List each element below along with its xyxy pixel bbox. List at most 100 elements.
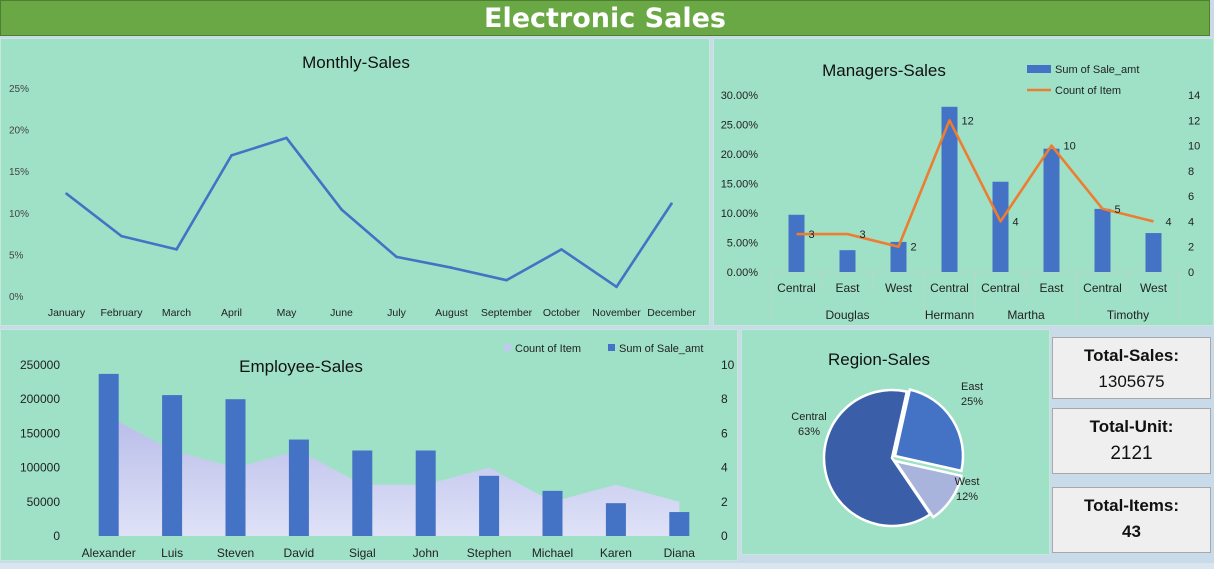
- bar-sales: [162, 395, 183, 536]
- x-tick-label: April: [221, 307, 242, 319]
- x-tick-label: June: [330, 307, 353, 319]
- kpi-total-sales: Total-Sales: 1305675: [1052, 337, 1211, 399]
- bar-sales: [98, 373, 119, 536]
- employee-sales-panel[interactable]: Employee-Sales Count of Item Sum of Sale_a…: [0, 329, 738, 561]
- y-left-tick-label: 25.00%: [721, 120, 759, 132]
- legend-label-count: Count of Item: [1055, 85, 1121, 97]
- bar-sales: [1094, 208, 1111, 272]
- x-tick-label: Sigal: [349, 546, 376, 560]
- data-point: [450, 266, 453, 270]
- monthly-sales-chart: Monthly-Sales 0% 5% 10% 15% 20% 25% January Febr…: [9, 53, 696, 319]
- y-right-tick-label: 2: [721, 495, 728, 509]
- y-left-tick-label: 5.00%: [727, 238, 758, 250]
- y-right-tick-label: 12: [1188, 115, 1200, 127]
- pie-slice-east: [893, 388, 965, 473]
- x-tick-label: January: [48, 307, 86, 319]
- legend-label-sales: Sum of Sale_amt: [1055, 64, 1139, 76]
- managers-sales-panel[interactable]: Managers-Sales Sum of Sale_amt Count of It…: [713, 38, 1214, 326]
- chart-title: Monthly-Sales: [302, 53, 410, 72]
- bar-sales: [788, 214, 805, 272]
- x-tick-label: February: [100, 307, 143, 319]
- x-tick-label: May: [277, 307, 298, 319]
- group-label: Hermann: [925, 308, 974, 322]
- pie-label-percent: 12%: [956, 491, 978, 503]
- data-point: [230, 154, 233, 157]
- pie-label-percent: 63%: [798, 426, 820, 438]
- y-left-tick-label: 0: [53, 529, 60, 543]
- x-tick-label: John: [413, 546, 439, 560]
- pie-label-name: Central: [791, 411, 826, 423]
- x-tick-label: November: [592, 307, 641, 319]
- kpi-total-unit-value: 2121: [1110, 443, 1153, 464]
- chart-title: Region-Sales: [828, 350, 930, 369]
- bar-sales: [288, 439, 309, 536]
- region-sales-panel[interactable]: Region-Sales Central 63% East 25% West 12%: [741, 329, 1050, 555]
- y-left-tick-label: 30.00%: [721, 90, 759, 102]
- pie-label-name: East: [961, 381, 983, 393]
- data-point: [505, 278, 508, 282]
- x-tick-label: East: [1039, 281, 1064, 295]
- x-tick-label: Michael: [532, 546, 573, 560]
- employee-sales-chart: Employee-Sales Count of Item Sum of Sale_a…: [20, 343, 735, 560]
- kpi-total-items-value: 43: [1122, 522, 1141, 541]
- y-right-tick-label: 2: [1188, 242, 1194, 254]
- bar-sales: [225, 399, 246, 536]
- y-tick-label: 10%: [9, 209, 29, 220]
- x-tick-label: July: [387, 307, 406, 319]
- pie-slice-west: [892, 459, 963, 519]
- y-right-tick-label: 6: [721, 426, 728, 440]
- sheet-bottom-strip: [0, 563, 1214, 569]
- chart-title: Employee-Sales: [239, 357, 363, 376]
- data-point: [395, 255, 398, 259]
- y-tick-label: 25%: [9, 84, 29, 95]
- bar-sales: [890, 241, 907, 272]
- group-label: Timothy: [1107, 308, 1149, 322]
- y-right-tick-label: 6: [1188, 191, 1194, 203]
- y-left-tick-label: 50000: [27, 495, 61, 509]
- data-label: 4: [1166, 216, 1172, 228]
- y-left-tick-label: 150000: [20, 426, 60, 440]
- y-tick-label: 15%: [9, 167, 29, 178]
- legend-label-count: Count of Item: [515, 343, 581, 355]
- managers-sales-chart: Managers-Sales Sum of Sale_amt Count of It…: [721, 61, 1201, 322]
- y-left-tick-label: 250000: [20, 358, 60, 372]
- bar-sales: [669, 512, 690, 536]
- bar-sales: [1145, 233, 1162, 272]
- x-tick-label: September: [481, 307, 533, 319]
- pie-slice-central: [822, 388, 932, 528]
- group-label: Martha: [1007, 308, 1045, 322]
- y-left-tick-label: 200000: [20, 392, 60, 406]
- x-tick-label: August: [435, 307, 468, 319]
- y-right-tick-label: 0: [721, 529, 728, 543]
- x-tick-label: Steven: [217, 546, 254, 560]
- bar-sales: [1043, 148, 1060, 272]
- dashboard-title: Electronic Sales: [484, 2, 726, 34]
- data-label: 5: [1115, 204, 1121, 216]
- y-left-tick-label: 10.00%: [721, 208, 759, 220]
- y-right-tick-label: 10: [1188, 141, 1200, 153]
- x-tick-label: West: [885, 281, 913, 295]
- legend-label-sales: Sum of Sale_amt: [619, 343, 703, 355]
- y-right-tick-label: 4: [1188, 216, 1194, 228]
- data-point: [65, 192, 68, 195]
- y-right-tick-label: 4: [721, 461, 728, 475]
- bar-sales: [941, 106, 958, 272]
- kpi-total-items-label: Total-Items:: [1083, 496, 1180, 515]
- monthly-sales-panel[interactable]: Monthly-Sales 0% 5% 10% 15% 20% 25% January Febr…: [0, 38, 710, 326]
- legend-swatch-sales: [1027, 65, 1051, 73]
- chart-title: Managers-Sales: [822, 61, 946, 80]
- count-of-item-area: [108, 416, 680, 536]
- group-label: Douglas: [825, 308, 869, 322]
- data-point: [175, 248, 178, 251]
- x-tick-label: Stephen: [467, 546, 512, 560]
- bar-sales: [352, 450, 373, 536]
- x-tick-label: October: [543, 307, 581, 319]
- monthly-sales-line: [65, 136, 673, 289]
- x-tick-label: Central: [777, 281, 816, 295]
- data-label: 3: [809, 229, 815, 241]
- y-right-tick-label: 10: [721, 358, 735, 372]
- x-tick-label: Alexander: [82, 546, 136, 560]
- region-sales-chart: Region-Sales Central 63% East 25% West 12%: [791, 350, 983, 528]
- bar-sales: [839, 250, 856, 272]
- data-point: [285, 136, 288, 140]
